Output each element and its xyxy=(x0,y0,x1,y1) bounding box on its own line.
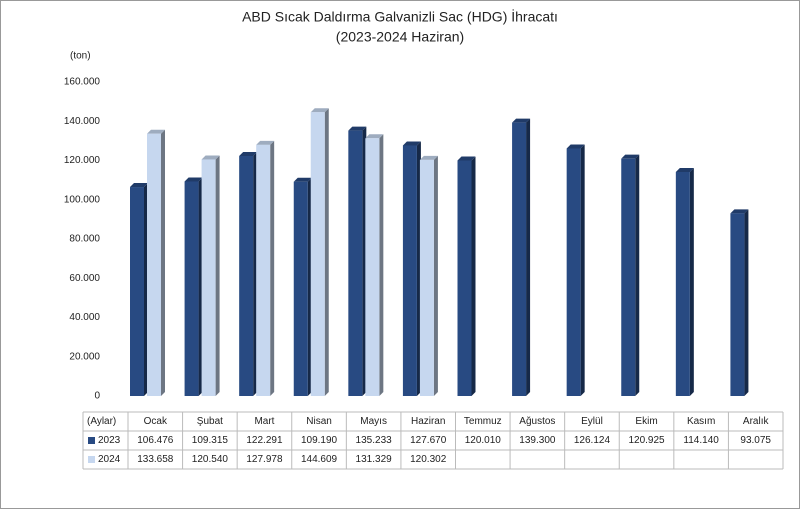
legend-swatch xyxy=(88,456,95,463)
data-label: 120.010 xyxy=(465,435,502,446)
bar xyxy=(256,144,271,396)
data-label: 120.302 xyxy=(410,454,447,465)
x-tick-label: Temmuz xyxy=(464,416,502,427)
bar xyxy=(675,172,690,396)
bar-side xyxy=(379,134,384,396)
legend-swatch xyxy=(88,437,95,444)
x-tick-label: Mayıs xyxy=(360,416,387,427)
data-label: 120.925 xyxy=(628,435,665,446)
bar xyxy=(147,133,161,397)
bar-top xyxy=(365,134,384,139)
data-label: 93.075 xyxy=(740,435,771,446)
bar xyxy=(310,112,325,396)
bar-top xyxy=(730,209,749,214)
y-tick-label: 40.000 xyxy=(69,312,100,323)
data-label: 144.609 xyxy=(301,454,338,465)
bar-side xyxy=(324,108,329,396)
bar-side xyxy=(635,154,640,396)
bar-side xyxy=(471,156,476,396)
bar-top xyxy=(457,156,476,161)
data-label: 131.329 xyxy=(356,454,393,465)
bar xyxy=(566,148,581,396)
y-tick-label: 100.000 xyxy=(64,194,101,205)
data-label: 114.140 xyxy=(683,435,719,446)
data-label: 135.233 xyxy=(356,435,393,446)
y-tick-label: 140.000 xyxy=(64,116,101,127)
x-tick-label: Ağustos xyxy=(519,416,555,427)
bar xyxy=(457,160,472,396)
x-tick-label: Ekim xyxy=(635,416,657,427)
bar xyxy=(201,159,216,396)
bar xyxy=(512,122,527,396)
bar-top xyxy=(201,155,220,160)
x-tick-label: Kasım xyxy=(687,416,715,427)
y-tick-label: 20.000 xyxy=(69,351,100,362)
bar-side xyxy=(161,129,165,397)
y-tick-label: 160.000 xyxy=(64,77,101,88)
bar-top xyxy=(621,154,640,159)
x-tick-label: Nisan xyxy=(306,416,332,427)
chart-subtitle: (2023-2024 Haziran) xyxy=(336,29,464,45)
data-label: 122.291 xyxy=(246,435,283,446)
y-tick-label: 80.000 xyxy=(69,234,100,245)
bar-top xyxy=(402,141,421,146)
data-label: 127.978 xyxy=(246,454,283,465)
bar-top xyxy=(130,183,148,188)
chart-title: ABD Sıcak Daldırma Galvanizli Sac (HDG) … xyxy=(242,8,558,25)
bar-top xyxy=(512,118,531,123)
bar xyxy=(365,138,380,396)
bar-side xyxy=(433,155,438,396)
data-label: 106.476 xyxy=(137,435,174,446)
bar xyxy=(621,158,636,396)
bar-top xyxy=(675,168,694,173)
bar-top xyxy=(239,152,258,157)
legend-label: 2023 xyxy=(98,435,121,446)
bar xyxy=(419,159,434,396)
bar-side xyxy=(580,144,585,396)
table-header: (Aylar) xyxy=(87,416,116,427)
bar-side xyxy=(689,168,694,396)
data-label: 109.190 xyxy=(301,435,338,446)
bar-top xyxy=(256,140,275,145)
bar xyxy=(402,145,417,396)
x-tick-label: Mart xyxy=(254,416,274,427)
bar-side xyxy=(744,209,749,396)
data-label: 109.315 xyxy=(192,435,229,446)
data-label: 139.300 xyxy=(519,435,556,446)
x-tick-label: Haziran xyxy=(411,416,445,427)
data-label: 126.124 xyxy=(574,435,611,446)
y-tick-label: 120.000 xyxy=(64,155,101,166)
y-axis-label: (ton) xyxy=(70,51,91,62)
bar xyxy=(239,156,254,396)
bar-top xyxy=(147,129,165,134)
bar xyxy=(730,213,745,396)
y-tick-label: 60.000 xyxy=(69,273,100,284)
legend-label: 2024 xyxy=(98,454,121,465)
bar-top xyxy=(348,126,367,131)
bar-top xyxy=(566,144,585,149)
x-tick-label: Eylül xyxy=(581,416,603,427)
bar xyxy=(348,130,363,397)
bar-side xyxy=(270,140,275,396)
x-tick-label: Aralık xyxy=(743,416,770,427)
data-label: 120.540 xyxy=(192,454,229,465)
bar-side xyxy=(215,155,220,396)
bar-top xyxy=(419,155,438,160)
bar-top xyxy=(184,177,203,182)
bar-top xyxy=(293,177,312,182)
bar xyxy=(130,187,144,396)
bar-top xyxy=(310,108,329,113)
bar xyxy=(184,181,199,396)
x-tick-label: Ocak xyxy=(144,416,168,427)
data-label: 127.670 xyxy=(410,435,447,446)
data-label: 133.658 xyxy=(137,454,174,465)
bar xyxy=(293,181,308,396)
y-tick-label: 0 xyxy=(94,391,100,402)
bar-side xyxy=(526,118,531,396)
x-tick-label: Şubat xyxy=(197,416,223,427)
